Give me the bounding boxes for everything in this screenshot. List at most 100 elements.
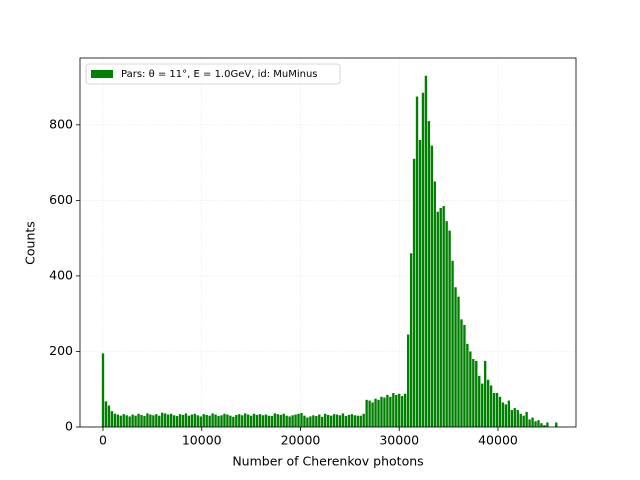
- bar: [383, 397, 386, 427]
- bar: [454, 287, 457, 427]
- bar: [211, 413, 214, 427]
- legend-label: Pars: θ = 11°, E = 1.0GeV, id: MuMinus: [121, 69, 318, 80]
- bar: [433, 181, 436, 427]
- bar: [359, 415, 362, 427]
- bar: [143, 416, 146, 427]
- bar: [309, 416, 312, 427]
- bar: [294, 414, 297, 427]
- bar: [107, 405, 111, 427]
- bar: [427, 121, 431, 427]
- bar: [205, 414, 208, 427]
- bar: [158, 415, 161, 427]
- bar: [406, 334, 410, 427]
- bar: [374, 398, 377, 427]
- bar: [495, 393, 499, 427]
- bar: [190, 414, 194, 427]
- bar: [232, 416, 235, 427]
- bar: [315, 416, 318, 427]
- bar: [409, 253, 413, 427]
- bar: [134, 415, 137, 427]
- bar: [131, 414, 134, 427]
- bar: [418, 139, 422, 427]
- bar: [125, 415, 128, 427]
- bar: [516, 410, 519, 427]
- bar: [282, 413, 285, 427]
- bar: [137, 413, 140, 427]
- x-tick-label: 20000: [281, 433, 321, 448]
- bar: [202, 414, 205, 427]
- bar: [504, 404, 508, 427]
- bar: [288, 416, 291, 427]
- bar: [436, 211, 439, 427]
- bar: [392, 393, 395, 427]
- legend-swatch: [91, 70, 113, 78]
- bar: [329, 415, 333, 427]
- bar: [519, 413, 522, 427]
- bar: [196, 415, 199, 427]
- bar: [389, 396, 392, 427]
- bar: [430, 145, 434, 427]
- bar: [525, 411, 528, 427]
- x-tick-label: 30000: [379, 433, 419, 448]
- bar: [321, 416, 324, 427]
- bar: [270, 416, 274, 427]
- bar: [229, 415, 232, 427]
- bar: [199, 416, 202, 427]
- x-tick-label: 40000: [478, 433, 518, 448]
- bar: [193, 413, 197, 427]
- bar: [492, 393, 496, 427]
- bar: [386, 394, 389, 427]
- bar: [166, 414, 170, 427]
- y-tick-label: 0: [65, 419, 73, 434]
- bar: [255, 414, 259, 427]
- bar: [513, 408, 516, 427]
- bar: [466, 343, 469, 427]
- bar: [546, 422, 549, 427]
- bar: [475, 360, 478, 427]
- bar: [531, 417, 534, 427]
- bar: [246, 414, 250, 427]
- bar: [540, 423, 543, 427]
- bar: [258, 414, 262, 427]
- bar: [534, 421, 537, 427]
- bar: [235, 414, 238, 427]
- bar: [543, 425, 546, 427]
- bar: [344, 416, 348, 427]
- bar: [226, 414, 229, 427]
- bar: [489, 385, 493, 427]
- bar: [398, 393, 401, 427]
- bar: [122, 414, 125, 427]
- bar: [498, 396, 502, 427]
- bar: [241, 415, 244, 427]
- bar: [178, 414, 182, 427]
- bar: [155, 414, 158, 427]
- bar: [501, 402, 505, 427]
- bar: [267, 415, 271, 427]
- bar: [149, 414, 152, 427]
- bar: [279, 414, 282, 427]
- bar: [412, 158, 416, 427]
- bar: [445, 221, 448, 427]
- bar: [104, 401, 108, 427]
- bar: [401, 396, 404, 427]
- bar: [306, 417, 309, 427]
- bar: [347, 414, 351, 427]
- bar: [217, 416, 220, 427]
- bar: [368, 400, 371, 427]
- bar: [486, 379, 490, 427]
- bar: [312, 415, 315, 427]
- bar: [472, 359, 475, 427]
- bar: [164, 413, 167, 427]
- bar: [421, 92, 425, 427]
- bar: [469, 351, 472, 427]
- bar: [522, 415, 525, 427]
- bar: [380, 396, 383, 427]
- bar: [318, 414, 321, 427]
- bar: [119, 415, 122, 427]
- bar: [395, 394, 398, 427]
- bar: [365, 399, 368, 427]
- bar: [350, 414, 354, 427]
- bar: [244, 413, 247, 427]
- bar: [326, 414, 330, 427]
